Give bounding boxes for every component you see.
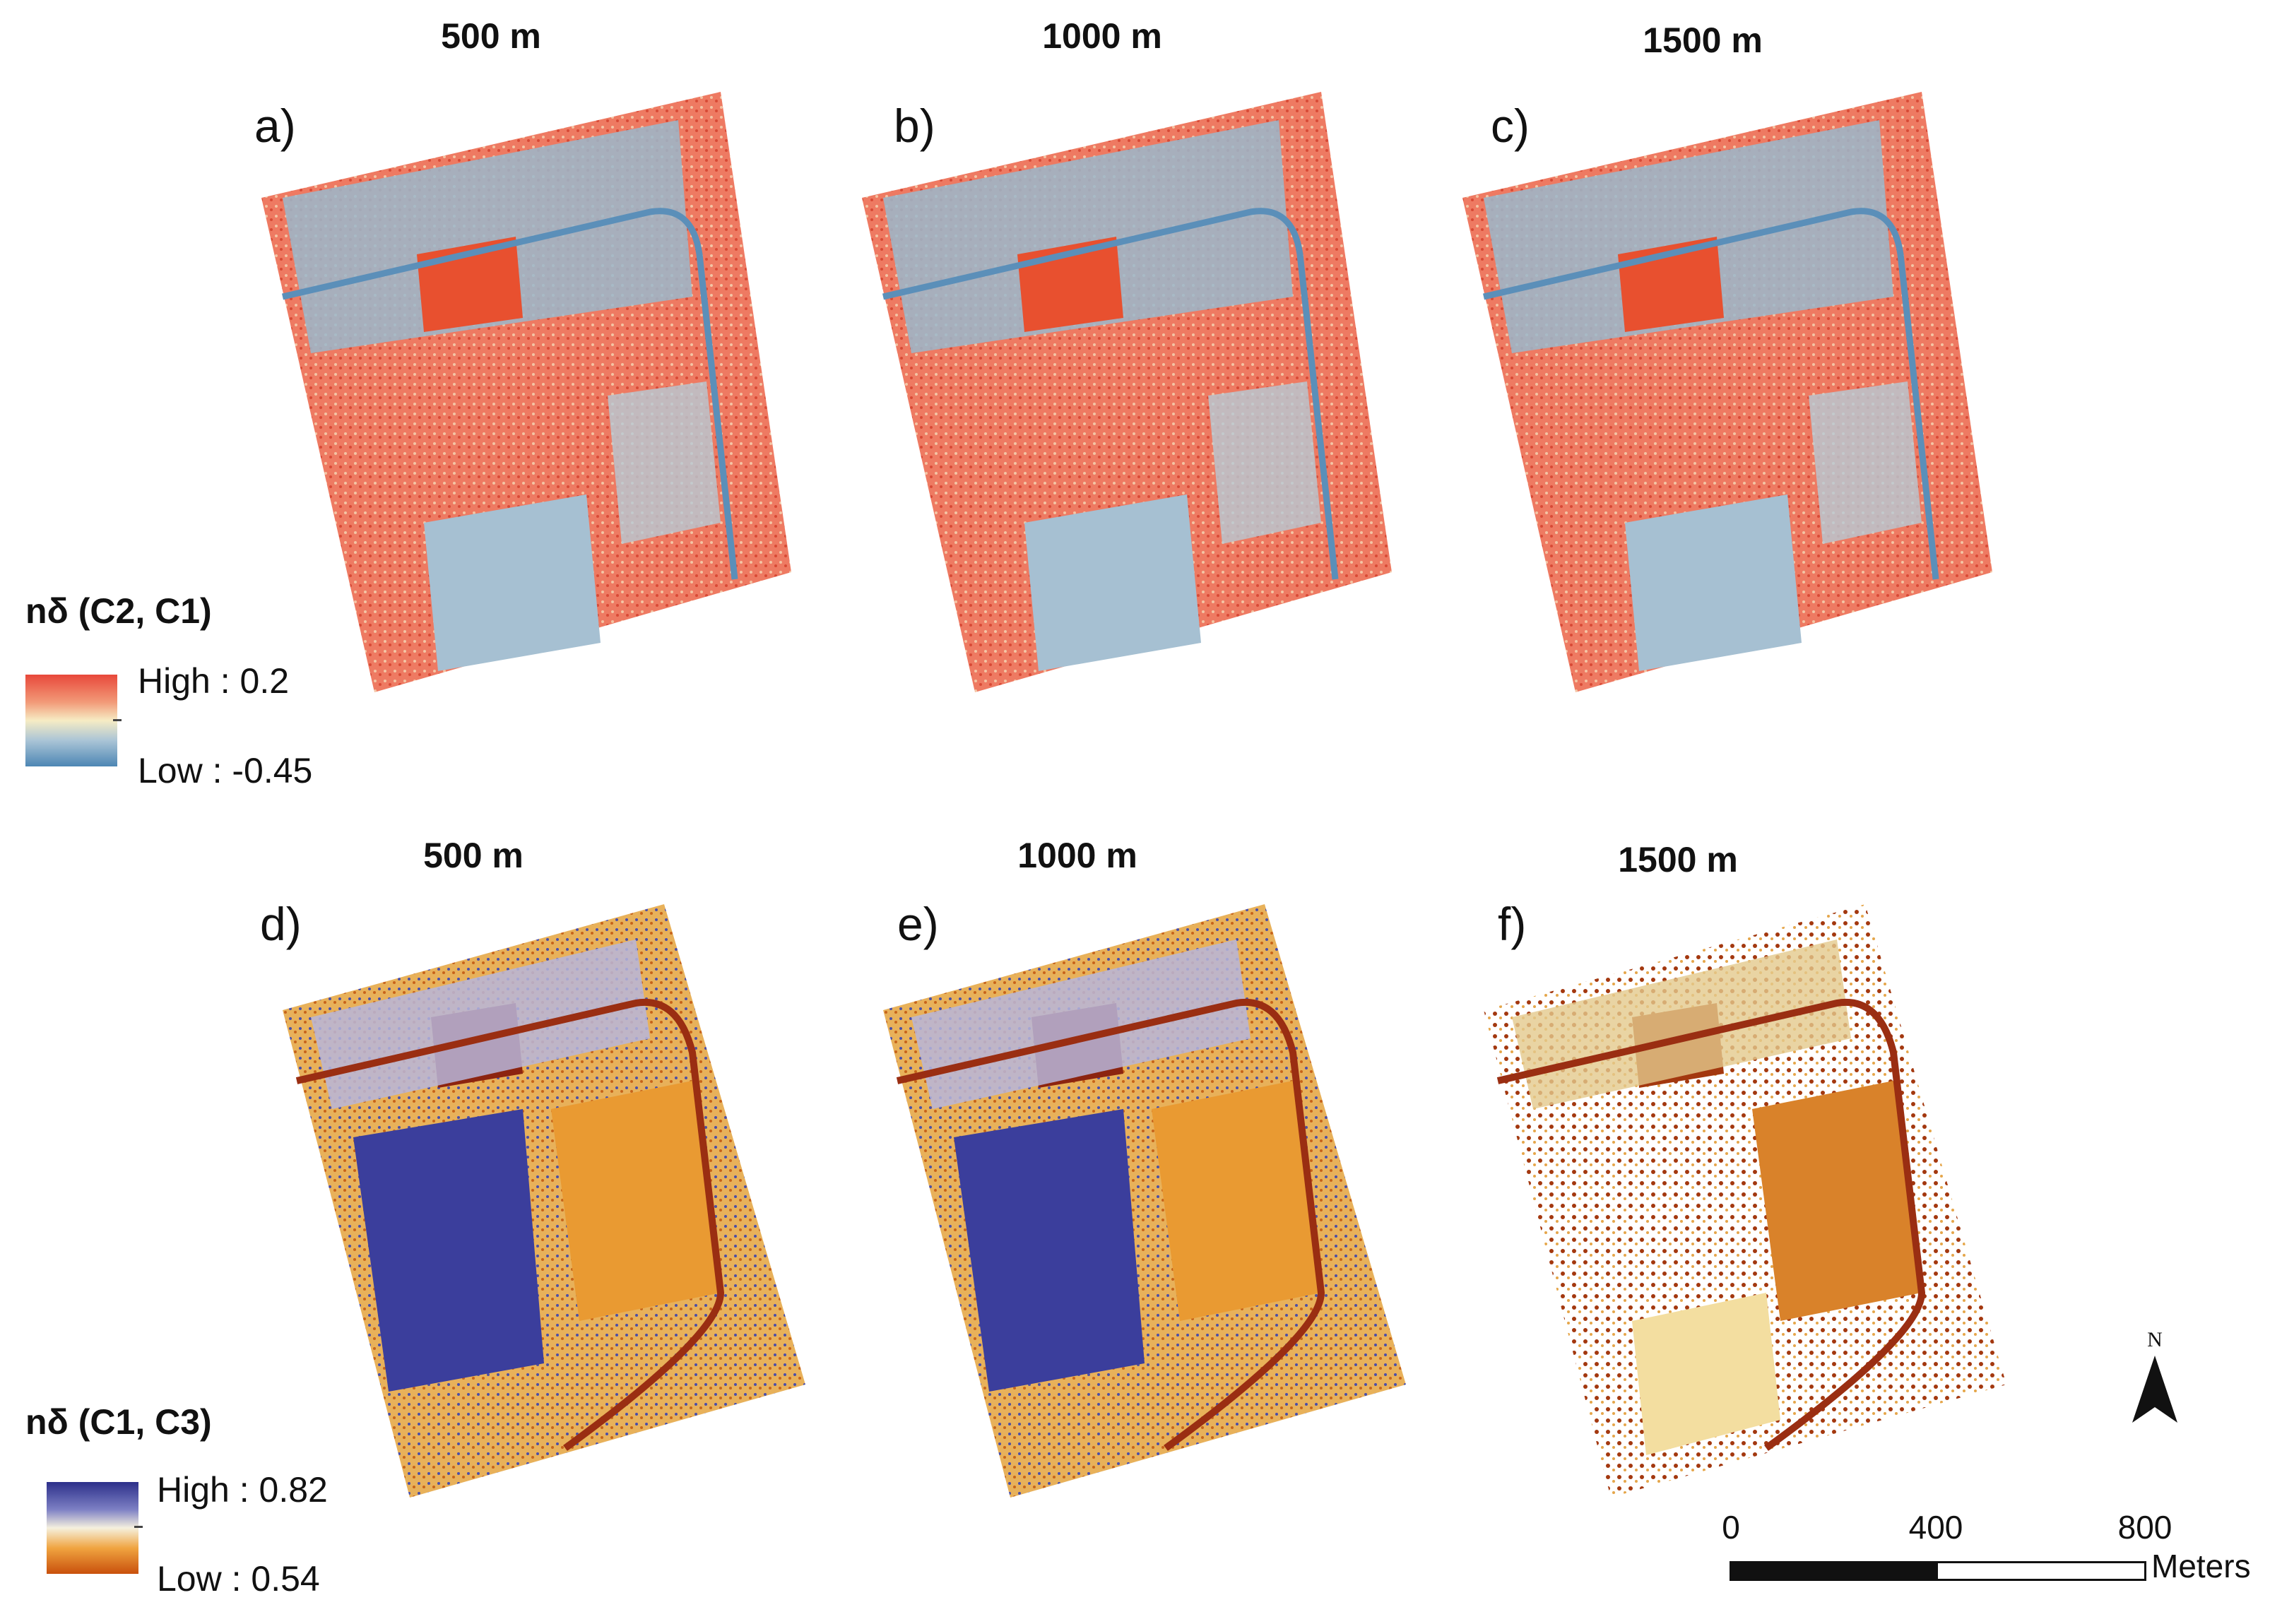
legend-title-c2-c1: nδ (C2, C1) xyxy=(25,591,212,631)
map-panel-c xyxy=(1462,92,1992,692)
scalebar-tick-400: 400 xyxy=(1908,1509,1963,1546)
column-title-d: 500 m xyxy=(423,836,524,875)
legend-tick xyxy=(113,719,122,721)
legend-title-c1-c3: nδ (C1, C3) xyxy=(25,1402,212,1442)
panel-label-a: a) xyxy=(254,100,296,152)
panel-label-d: d) xyxy=(260,898,302,950)
scalebar-filled-segment xyxy=(1732,1563,1938,1579)
panel-label-e: e) xyxy=(897,898,939,950)
scalebar-tick-0: 0 xyxy=(1722,1509,1740,1546)
legend-low-label-c2-c1: Low : -0.45 xyxy=(138,751,313,790)
column-title-b: 1000 m xyxy=(1042,16,1162,56)
map-panel-b xyxy=(862,92,1392,692)
map-panel-d xyxy=(283,904,805,1498)
column-title-e: 1000 m xyxy=(1017,836,1137,875)
north-arrow: N xyxy=(2127,1328,2183,1441)
map-panel-a xyxy=(261,92,791,692)
legend-high-label-c2-c1: High : 0.2 xyxy=(138,661,290,701)
legend-high-label-c1-c3: High : 0.82 xyxy=(157,1470,328,1510)
panel-label-f: f) xyxy=(1498,898,1527,950)
legend-tick xyxy=(134,1526,143,1528)
north-arrow-icon xyxy=(2132,1356,2177,1423)
column-title-f: 1500 m xyxy=(1618,840,1738,879)
legend-low-label-c1-c3: Low : 0.54 xyxy=(157,1559,320,1599)
map-panel-e xyxy=(883,904,1406,1498)
panel-label-b: b) xyxy=(894,100,935,152)
panel-label-c: c) xyxy=(1491,100,1530,152)
scalebar xyxy=(1730,1561,2146,1581)
column-title-c: 1500 m xyxy=(1643,20,1763,60)
north-label: N xyxy=(2147,1328,2163,1351)
scalebar-unit: Meters xyxy=(2151,1548,2251,1584)
legend-color-ramp-c1-c3 xyxy=(47,1482,138,1574)
column-title-a: 500 m xyxy=(441,16,541,56)
scalebar-tick-800: 800 xyxy=(2117,1509,2172,1546)
legend-color-ramp-c2-c1 xyxy=(25,675,117,766)
map-panel-f xyxy=(1484,904,2006,1498)
